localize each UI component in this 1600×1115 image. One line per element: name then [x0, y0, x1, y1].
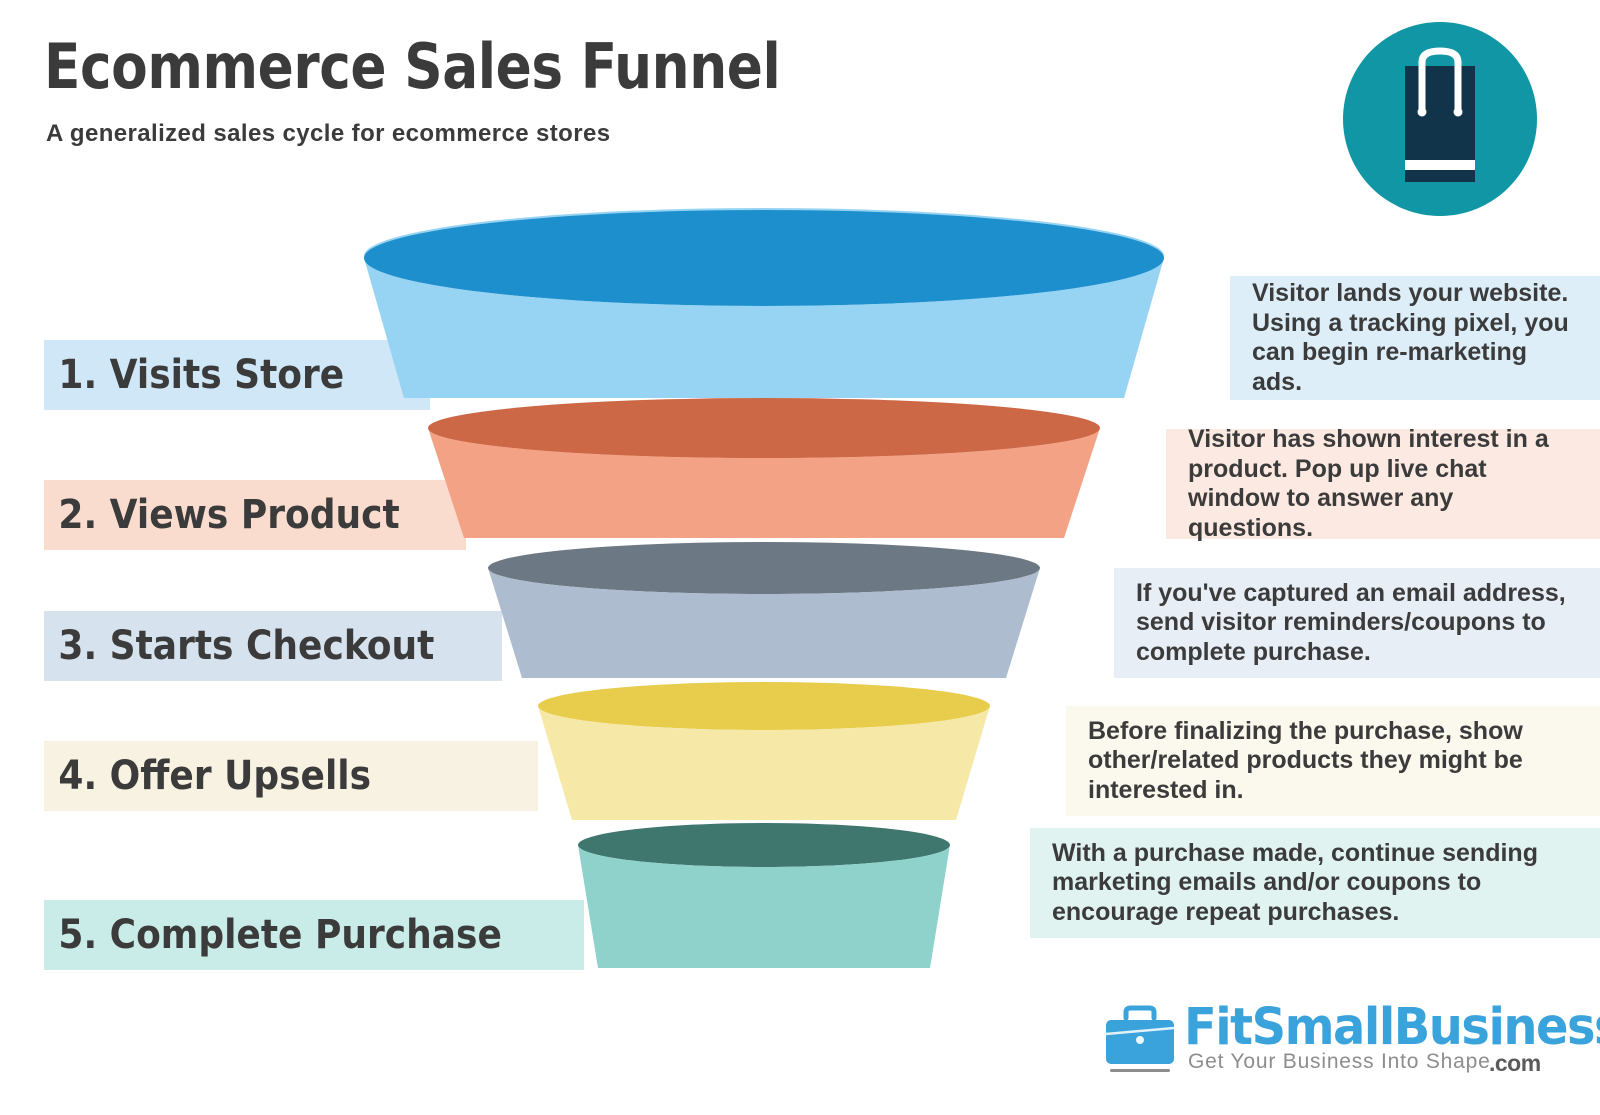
stage-band-left-5: 5. Complete Purchase — [44, 900, 584, 970]
stage-description-2: Visitor has shown interest in a product.… — [1188, 425, 1549, 542]
site-logo-dotcom: .com — [1489, 1050, 1541, 1076]
stage-label-2: 2. Views Product — [58, 492, 400, 538]
shopping-bag-icon — [1405, 47, 1475, 182]
stage-band-left-2: 2. Views Product — [44, 480, 466, 550]
brand-badge — [1343, 22, 1537, 216]
stage-band-right-5: With a purchase made, continue sending m… — [1030, 828, 1600, 938]
stage-description-3: If you've captured an email address, sen… — [1136, 578, 1566, 666]
stage-band-right-4: Before finalizing the purchase, show oth… — [1066, 706, 1600, 816]
stage-label-3: 3. Starts Checkout — [58, 623, 435, 669]
funnel-stage-4 — [538, 682, 990, 820]
briefcase-icon — [1105, 1005, 1175, 1072]
stage-description-1: Visitor lands your website. Using a trac… — [1252, 279, 1569, 396]
site-logo-wordmark: FitSmallBusiness — [1184, 998, 1600, 1057]
site-logo[interactable]: FitSmallBusiness Get Your Business Into … — [1100, 998, 1600, 1082]
stage-band-right-2: Visitor has shown interest in a product.… — [1166, 425, 1600, 542]
funnel-stage-2 — [428, 398, 1100, 538]
page-subtitle: A generalized sales cycle for ecommerce … — [46, 120, 611, 147]
stage-band-right-3: If you've captured an email address, sen… — [1114, 568, 1600, 678]
stage-description-4: Before finalizing the purchase, show oth… — [1088, 716, 1523, 804]
stage-label-1: 1. Visits Store — [58, 352, 345, 398]
stage-band-left-1: 1. Visits Store — [44, 340, 430, 410]
site-logo-tagline: Get Your Business Into Shape — [1188, 1050, 1491, 1073]
funnel-stage-3 — [488, 542, 1040, 678]
stage-band-left-3: 3. Starts Checkout — [44, 611, 502, 681]
stage-description-5: With a purchase made, continue sending m… — [1052, 838, 1538, 926]
page-title: Ecommerce Sales Funnel — [44, 30, 781, 103]
funnel-stage-1 — [364, 208, 1164, 398]
stage-band-right-1: Visitor lands your website. Using a trac… — [1230, 276, 1600, 400]
stage-label-5: 5. Complete Purchase — [58, 912, 502, 958]
stage-label-4: 4. Offer Upsells — [58, 753, 372, 799]
stage-band-left-4: 4. Offer Upsells — [44, 741, 538, 811]
funnel-stage-5 — [578, 823, 950, 968]
